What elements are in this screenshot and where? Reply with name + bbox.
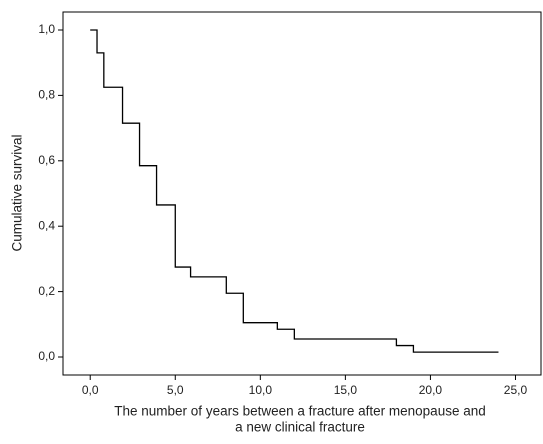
y-tick-label: 0,8 xyxy=(38,88,55,102)
x-axis-label: The number of years between a fracture a… xyxy=(114,404,485,419)
y-tick-label: 0,0 xyxy=(38,349,55,363)
x-tick-label: 20,0 xyxy=(419,383,443,397)
x-tick-label: 10,0 xyxy=(249,383,273,397)
y-tick-label: 0,4 xyxy=(38,218,55,232)
x-axis-label: a new clinical fracture xyxy=(235,420,365,435)
survival-line xyxy=(90,29,499,353)
y-tick-label: 0,6 xyxy=(38,153,55,167)
plot-frame xyxy=(62,11,542,376)
x-tick-label: 25,0 xyxy=(504,383,528,397)
x-tick-label: 0,0 xyxy=(82,383,99,397)
y-tick-label: 0,2 xyxy=(38,284,55,298)
y-axis-label: Cumulative survival xyxy=(10,134,25,251)
x-tick-label: 5,0 xyxy=(167,383,184,397)
y-tick-label: 1,0 xyxy=(38,22,55,36)
x-tick-label: 15,0 xyxy=(334,383,358,397)
